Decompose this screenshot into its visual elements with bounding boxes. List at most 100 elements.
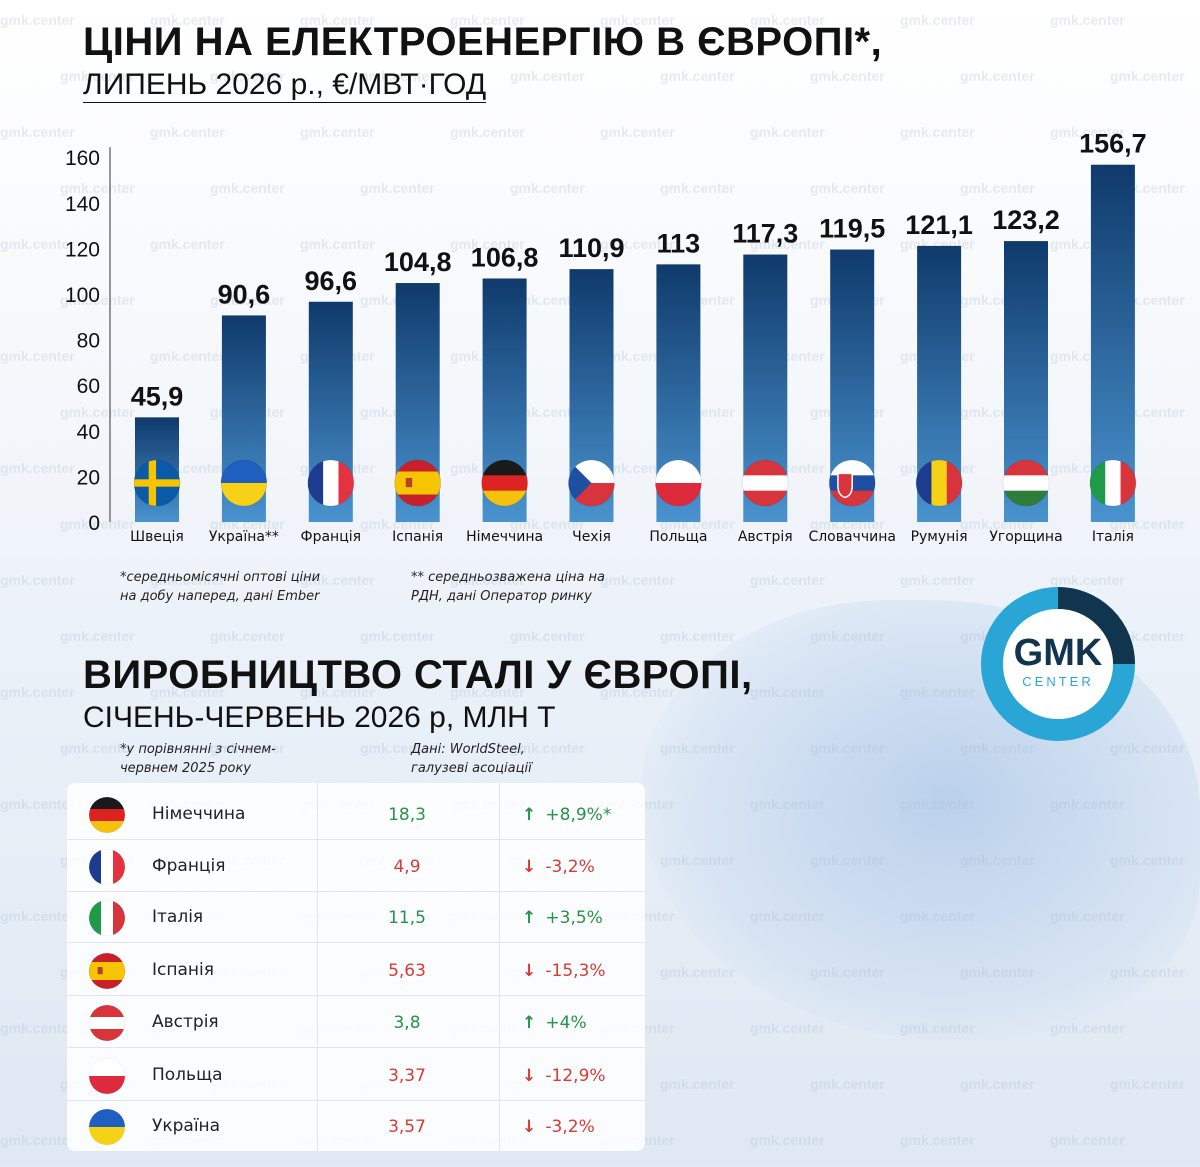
arrow-up-icon: ↑	[522, 908, 537, 928]
watermark-text: gmk.center	[960, 68, 1035, 84]
flag-ua-icon	[89, 1109, 125, 1145]
arrow-up-icon: ↑	[522, 1013, 537, 1033]
footnote-ember: *середньомісячні оптові ціни на добу нап…	[120, 568, 320, 606]
x-tick-label: Румунія	[911, 529, 968, 545]
footnote-ember-line1: *середньомісячні оптові ціни	[120, 570, 321, 585]
arrow-down-icon: ↓	[522, 857, 537, 877]
watermark-text: gmk.center	[810, 1076, 885, 1092]
country-name: Німеччина	[152, 804, 246, 824]
flag-fr-icon	[307, 459, 355, 507]
x-tick-label: Франція	[301, 529, 362, 545]
change-cell: ↓ -3,2%	[522, 1117, 662, 1137]
flag-sk-icon	[828, 459, 876, 507]
watermark-text: gmk.center	[750, 684, 825, 700]
y-tick-label: 140	[65, 193, 100, 216]
x-tick-label: Австрія	[738, 529, 793, 545]
watermark-text: gmk.center	[900, 684, 975, 700]
steel-title: ВИРОБНИЦТВО СТАЛІ У ЄВРОПІ,	[83, 653, 753, 697]
steel-note-comparison: *у порівнянні з січнем- червнем 2025 рок…	[120, 740, 276, 778]
y-tick-label: 40	[77, 421, 100, 444]
flag-pl-icon	[654, 459, 702, 507]
arrow-down-icon: ↓	[522, 961, 537, 981]
watermark-text: gmk.center	[900, 1020, 975, 1036]
y-tick-label: 60	[77, 375, 100, 398]
flag-it-icon	[89, 900, 125, 936]
x-tick-label: Україна**	[209, 529, 279, 545]
bar-value-label: 90,6	[218, 279, 271, 309]
steel-source-line2: галузеві асоціації	[411, 761, 532, 776]
flag-hu-icon	[1002, 459, 1050, 507]
arrow-up-icon: ↑	[522, 805, 537, 825]
watermark-text: gmk.center	[810, 852, 885, 868]
watermark-text: gmk.center	[510, 628, 585, 644]
watermark-text: gmk.center	[900, 1132, 975, 1148]
flag-ro-icon	[915, 459, 963, 507]
y-axis: 0 20 40 60 80 100 120 140 160	[65, 147, 111, 535]
watermark-text: gmk.center	[600, 572, 675, 588]
flag-es-icon	[89, 953, 125, 989]
watermark-text: gmk.center	[1110, 1076, 1185, 1092]
change-value: +3,5%	[540, 908, 603, 928]
flag-de-icon	[89, 797, 125, 833]
flag-se-icon	[133, 459, 181, 507]
steel-note-line1: *у порівнянні з січнем-	[120, 742, 276, 757]
steel-note-source: Дані: WorldSteel, галузеві асоціації	[411, 740, 532, 778]
watermark-text: gmk.center	[810, 740, 885, 756]
watermark-text: gmk.center	[960, 964, 1035, 980]
production-value: 5,63	[388, 961, 426, 981]
watermark-text: gmk.center	[1050, 1020, 1125, 1036]
y-tick-label: 80	[77, 330, 100, 353]
flag-de-icon	[481, 459, 529, 507]
flag-ua-icon	[89, 1109, 125, 1145]
flag-pl-icon	[89, 1058, 125, 1094]
change-value: -3,2%	[540, 857, 595, 877]
y-tick-label: 160	[65, 147, 100, 170]
arrow-down-icon: ↓	[522, 1117, 537, 1137]
arrow-down-icon: ↓	[522, 1066, 537, 1086]
bar-value-label: 121,1	[905, 210, 973, 240]
table-divider	[317, 783, 318, 1151]
bar-value-label: 45,9	[131, 381, 184, 411]
change-value: +4%	[540, 1013, 587, 1033]
footnote-market-operator: ** середньозважена ціна на РДН, дані Опе…	[411, 568, 605, 606]
watermark-text: gmk.center	[1050, 908, 1125, 924]
bars	[135, 164, 1135, 522]
country-name: Україна	[152, 1116, 221, 1136]
x-tick-label: Швеція	[130, 529, 184, 545]
watermark-text: gmk.center	[660, 852, 735, 868]
flag-es-icon	[394, 459, 442, 507]
flag-es-icon	[89, 953, 125, 989]
watermark-text: gmk.center	[1110, 852, 1185, 868]
value-labels: 45,9 90,6 96,6 104,8 106,8 110,9 113 117,3 119,5…	[131, 130, 1147, 411]
logo-text-gmk: GMK	[1013, 632, 1103, 674]
bar-value-label: 96,6	[305, 266, 358, 296]
change-cell: ↑ +8,9%*	[522, 805, 662, 825]
y-tick-label: 100	[65, 284, 100, 307]
x-tick-label: Іспанія	[392, 529, 443, 545]
watermark-text: gmk.center	[0, 572, 75, 588]
watermark-text: gmk.center	[900, 572, 975, 588]
watermark-text: gmk.center	[360, 628, 435, 644]
table-row: Польща 3,37 ↓ -12,9%	[67, 1049, 645, 1101]
change-cell: ↑ +3,5%	[522, 908, 662, 928]
production-value: 4,9	[393, 857, 421, 877]
change-cell: ↑ +4%	[522, 1013, 662, 1033]
steel-source-line1: Дані: WorldSteel,	[411, 742, 525, 757]
steel-note-line2: червнем 2025 року	[120, 761, 251, 776]
flag-it-icon	[1089, 459, 1137, 507]
chart-subtitle: ЛИПЕНЬ 2026 р., €/МВТ·ГОД	[83, 68, 487, 103]
flag-fr-icon	[89, 849, 125, 885]
footnote-ember-line2: на добу наперед, дані Ember	[120, 589, 320, 604]
watermark-text: gmk.center	[660, 628, 735, 644]
watermark-text: gmk.center	[900, 12, 975, 28]
footnote-market-line2: РДН, дані Оператор ринку	[411, 589, 592, 604]
watermark-text: gmk.center	[660, 964, 735, 980]
x-tick-labels: Швеція Україна** Франція Іспанія Німеччина Че…	[130, 529, 1134, 545]
bar-value-label: 106,8	[471, 242, 539, 272]
x-tick-label: Німеччина	[466, 529, 543, 545]
production-value: 3,37	[388, 1066, 426, 1086]
watermark-text: gmk.center	[960, 1076, 1035, 1092]
flag-pl-icon	[89, 1058, 125, 1094]
table-row: Німеччина 18,3 ↑ +8,9%*	[67, 788, 645, 840]
bar-value-label: 110,9	[558, 233, 624, 263]
